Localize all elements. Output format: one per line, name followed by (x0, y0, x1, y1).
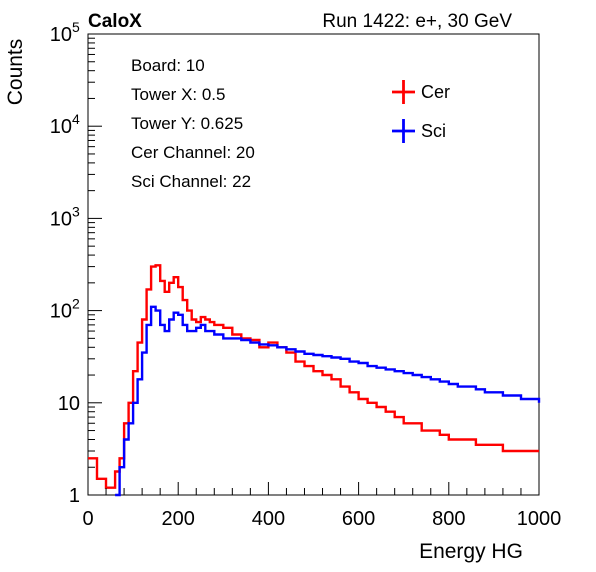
y-tick-label: 102 (50, 296, 80, 323)
info-line: Cer Channel: 20 (131, 143, 255, 162)
y-axis: 1 10 102 103 104 105 (50, 19, 102, 507)
x-axis-title: Energy HG (419, 540, 523, 563)
x-tick-label: 0 (82, 508, 93, 530)
y-tick-label: 103 (50, 203, 80, 230)
legend-entry-cer: Cer (392, 80, 450, 104)
x-tick-label: 600 (342, 508, 375, 530)
legend: Cer Sci (392, 80, 450, 143)
series-sci-line (115, 305, 541, 497)
x-tick-label: 400 (252, 508, 285, 530)
series-layer (88, 264, 541, 497)
plot-frame (87, 33, 540, 496)
x-tick-label: 200 (162, 508, 195, 530)
info-lines: Board: 10 Tower X: 0.5 Tower Y: 0.625 Cer C… (131, 56, 255, 191)
y-axis-title: Counts (4, 39, 27, 106)
x-tick-label: 1000 (517, 508, 562, 530)
y-tick-label: 105 (50, 19, 80, 46)
x-tick-label: 800 (432, 508, 465, 530)
x-axis: 0 200 400 600 800 1000 (82, 482, 561, 530)
y-tick-label: 1 (69, 485, 80, 507)
brand-label: CaloX (88, 11, 142, 32)
y-tick-label: 10 (58, 393, 80, 415)
y-tick-label: 104 (50, 111, 80, 138)
info-line: Tower X: 0.5 (131, 85, 226, 104)
info-line: Tower Y: 0.625 (131, 114, 243, 133)
run-info-label: Run 1422: e+, 30 GeV (322, 11, 512, 32)
info-box (120, 44, 358, 196)
info-line: Sci Channel: 22 (131, 172, 251, 191)
legend-entry-sci: Sci (392, 119, 446, 143)
info-line: Board: 10 (131, 56, 205, 75)
legend-label: Cer (421, 82, 450, 102)
legend-label: Sci (421, 121, 446, 141)
